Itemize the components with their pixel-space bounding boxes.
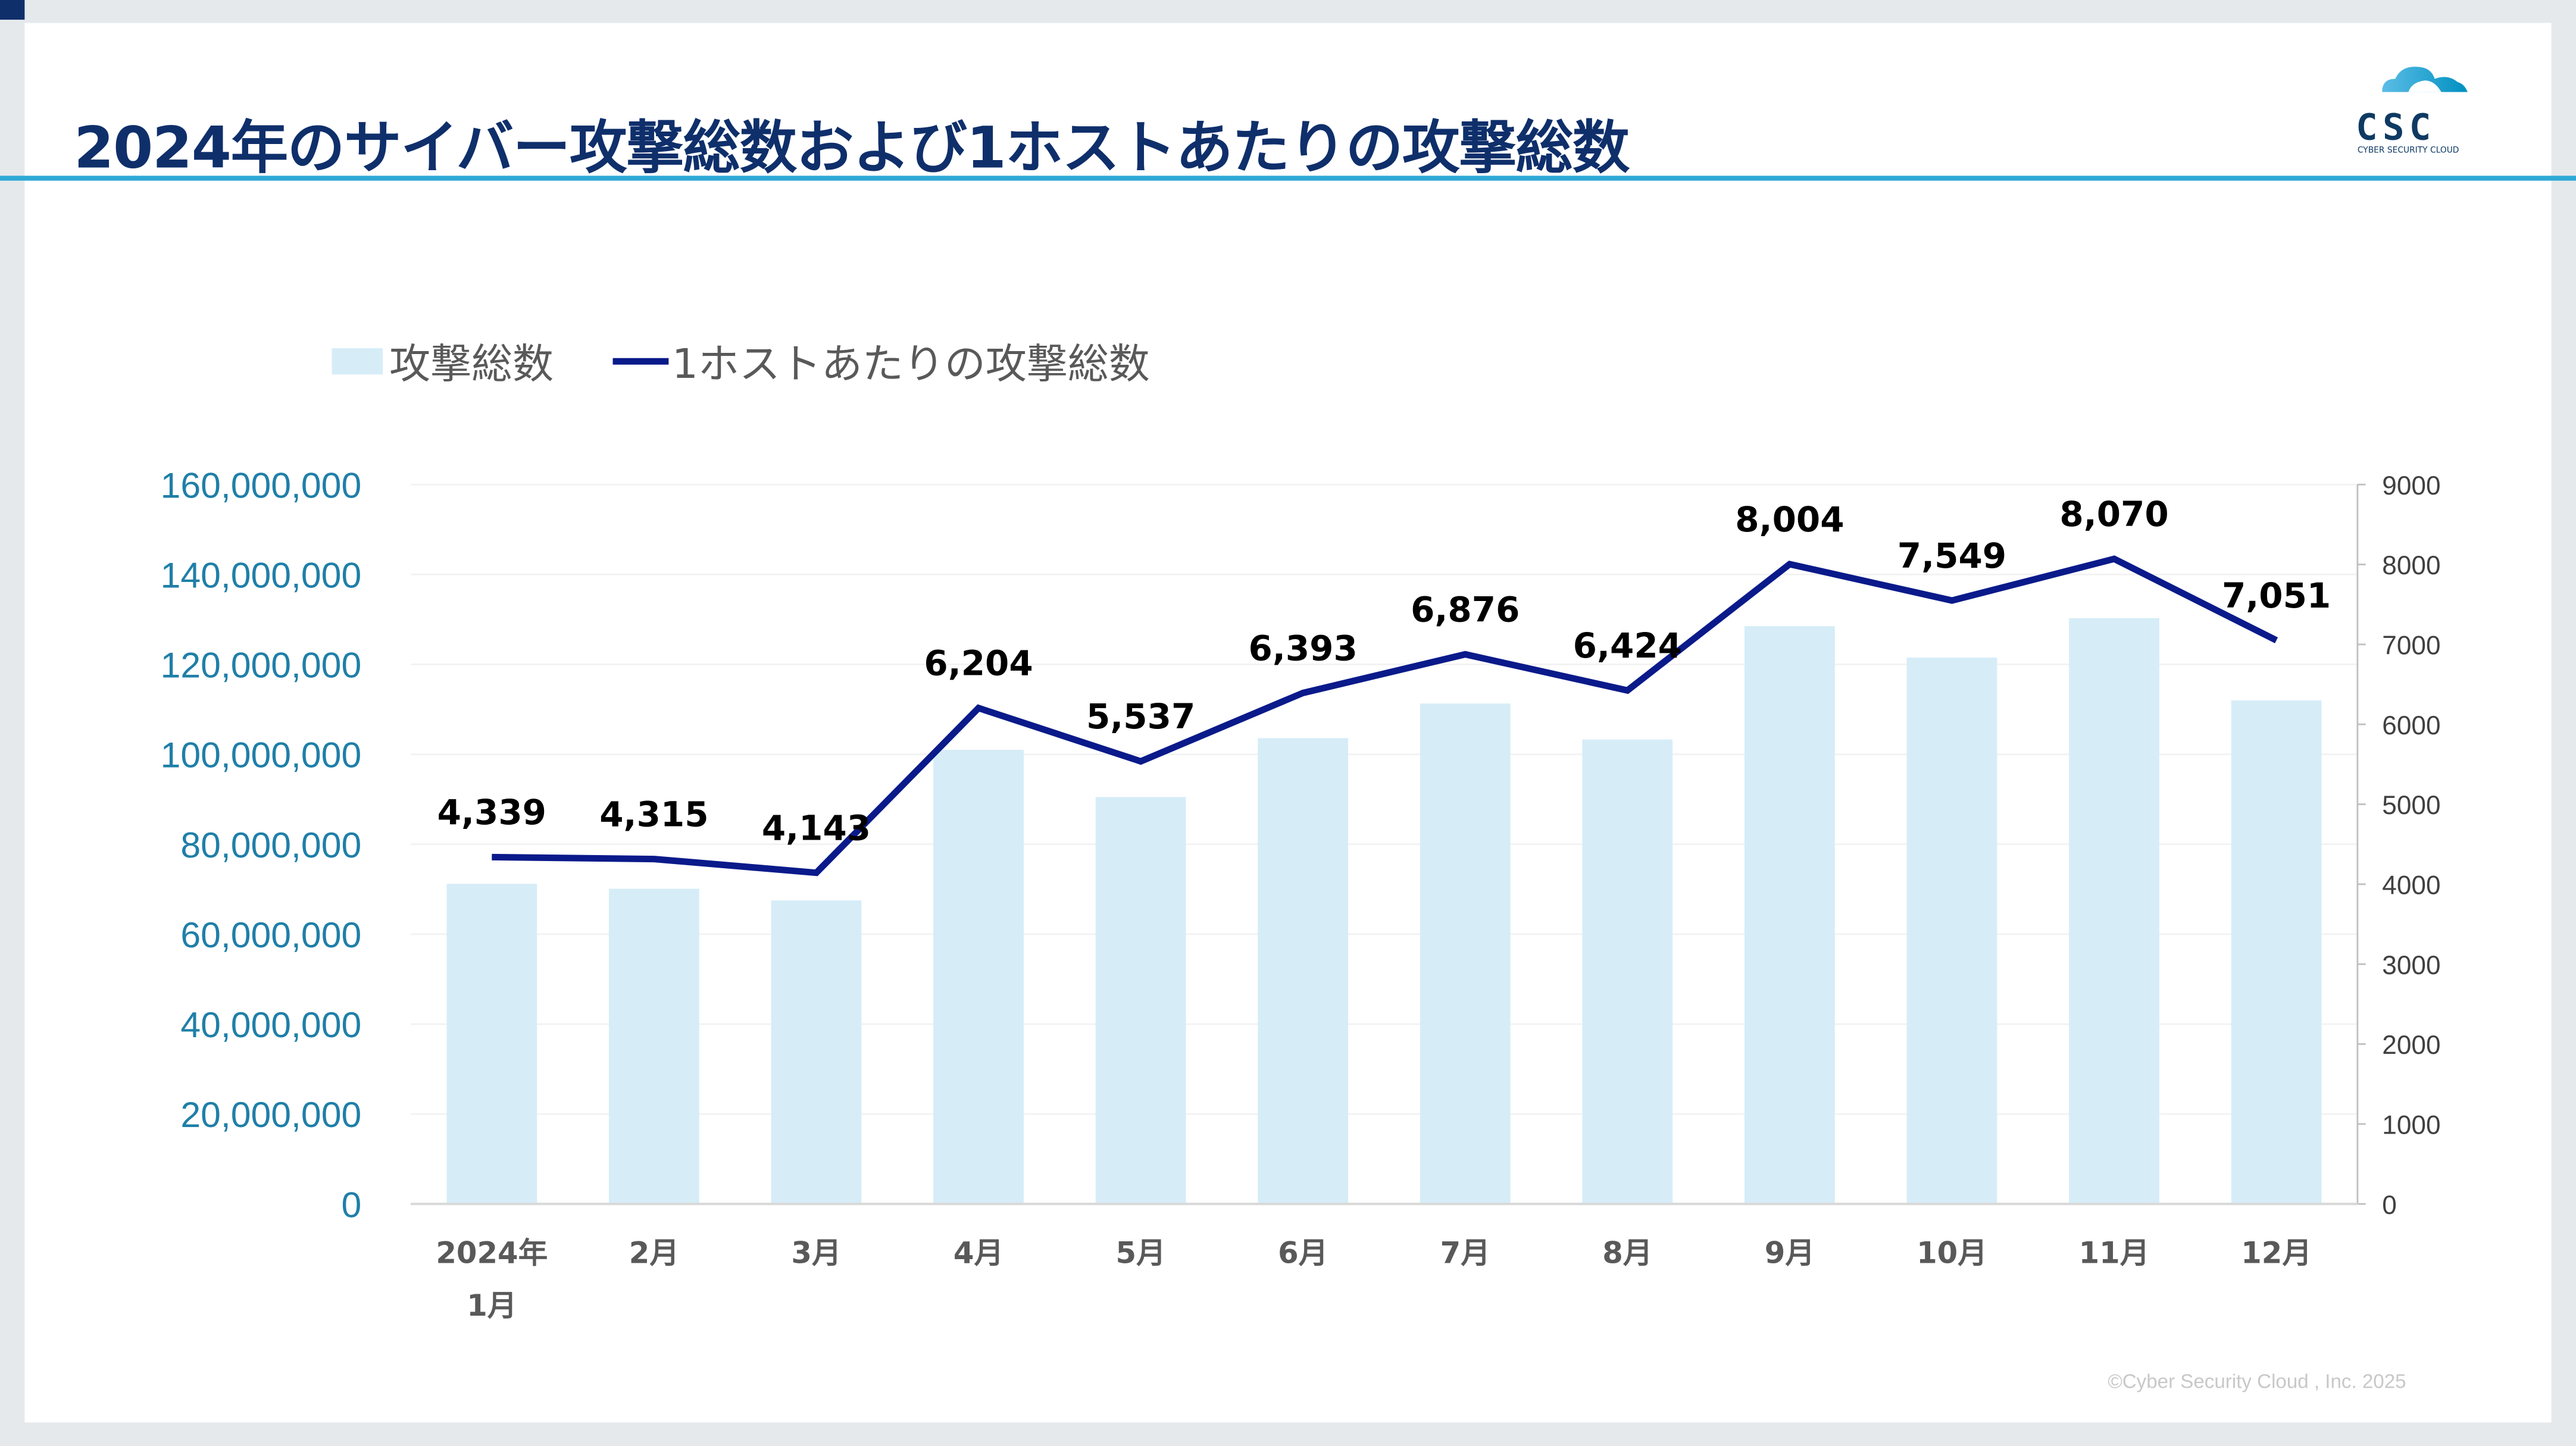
bar-attack-total	[1258, 738, 1349, 1204]
line-point	[816, 872, 817, 873]
bar-attack-total	[933, 750, 1024, 1204]
bar-attack-total	[771, 900, 862, 1204]
legend-swatch-line	[612, 358, 669, 365]
data-label: 6,876	[1411, 589, 1520, 630]
bar-attack-total	[446, 884, 537, 1204]
title-divider	[0, 176, 2576, 181]
x-axis-label: 5月	[1115, 1236, 1165, 1270]
csc-logo: CSC CYBER SECURITY CLOUD	[2349, 62, 2497, 161]
x-axis-label: 7月	[1440, 1236, 1490, 1270]
data-label: 4,143	[762, 807, 871, 848]
line-per-host	[492, 555, 2278, 877]
x-axis-label: 3月	[791, 1236, 841, 1270]
x-axis-label: 12月	[2241, 1236, 2312, 1270]
x-axis-label: 6月	[1278, 1236, 1328, 1270]
x-axis-label: 10月	[1917, 1236, 1987, 1270]
right-axis-tick: 9000	[2382, 471, 2440, 500]
right-axis-tick: 0	[2382, 1191, 2397, 1220]
right-axis-tick: 5000	[2382, 791, 2440, 820]
line-point	[1140, 761, 1141, 762]
data-label: 5,537	[1086, 696, 1195, 737]
right-axis-tick: 6000	[2382, 711, 2440, 740]
x-axis-label: 1月	[467, 1288, 517, 1323]
x-axis-label: 9月	[1765, 1236, 1815, 1270]
page-title: 2024年のサイバー攻撃総数および1ホストあたりの攻撃総数	[74, 116, 1630, 183]
data-label: 6,424	[1573, 625, 1682, 666]
line-point	[978, 708, 979, 709]
data-label: 7,051	[2222, 575, 2331, 616]
bar-attack-total	[1582, 739, 1673, 1204]
left-axis-tick: 140,000,000	[161, 555, 362, 595]
logo-text: CSC	[2356, 108, 2436, 150]
x-axis-label: 2024年	[436, 1236, 548, 1270]
left-axis-tick: 80,000,000	[180, 825, 361, 865]
right-axis-tick: 8000	[2382, 551, 2440, 580]
right-axis-tick: 1000	[2382, 1110, 2440, 1140]
left-axis-tick: 160,000,000	[161, 465, 362, 505]
bar-attack-total	[2231, 700, 2322, 1204]
legend-swatch-bar	[332, 348, 383, 375]
bar-attack-total	[608, 888, 699, 1204]
data-label: 6,393	[1249, 628, 1358, 668]
logo-subtitle: CYBER SECURITY CLOUD	[2357, 146, 2459, 157]
left-axis-tick: 20,000,000	[180, 1094, 361, 1135]
left-axis-tick: 40,000,000	[180, 1004, 361, 1045]
legend-label-line: 1ホストあたりの攻撃総数	[671, 340, 1150, 388]
bar-attack-total	[2069, 618, 2159, 1204]
data-label: 6,204	[924, 643, 1033, 684]
data-label: 7,549	[1897, 536, 2006, 576]
bar-attack-total	[1420, 703, 1511, 1204]
data-label: 4,339	[437, 792, 546, 832]
legend-label-bar: 攻撃総数	[389, 340, 554, 388]
bar-attack-total	[1095, 797, 1186, 1204]
left-axis-tick: 120,000,000	[161, 645, 362, 686]
line-point	[2276, 640, 2277, 641]
data-label: 4,315	[599, 794, 708, 834]
left-axis-tick: 0	[341, 1184, 361, 1225]
bar-attack-total	[1744, 626, 1835, 1204]
x-axis-label: 11月	[2079, 1236, 2150, 1270]
x-axis-label: 4月	[954, 1236, 1003, 1270]
copyright: ©Cyber Security Cloud , Inc. 2025	[2108, 1370, 2406, 1393]
right-axis-tick: 3000	[2382, 951, 2440, 980]
chart-legend: 攻撃総数 1ホストあたりの攻撃総数	[332, 332, 1150, 391]
corner-mark	[0, 0, 25, 20]
line-point	[1627, 690, 1628, 691]
bar-attack-total	[1906, 658, 1997, 1204]
right-axis-tick: 7000	[2382, 631, 2440, 660]
right-axis-tick: 2000	[2382, 1031, 2440, 1060]
data-label: 8,004	[1735, 499, 1844, 540]
right-axis-tick: 4000	[2382, 871, 2440, 900]
x-axis-label: 8月	[1602, 1236, 1652, 1270]
left-axis-tick: 60,000,000	[180, 915, 361, 955]
x-axis-label: 2月	[629, 1236, 679, 1270]
data-label: 8,070	[2059, 494, 2168, 534]
left-axis-tick: 100,000,000	[161, 735, 362, 775]
cloud-icon	[2382, 67, 2468, 92]
